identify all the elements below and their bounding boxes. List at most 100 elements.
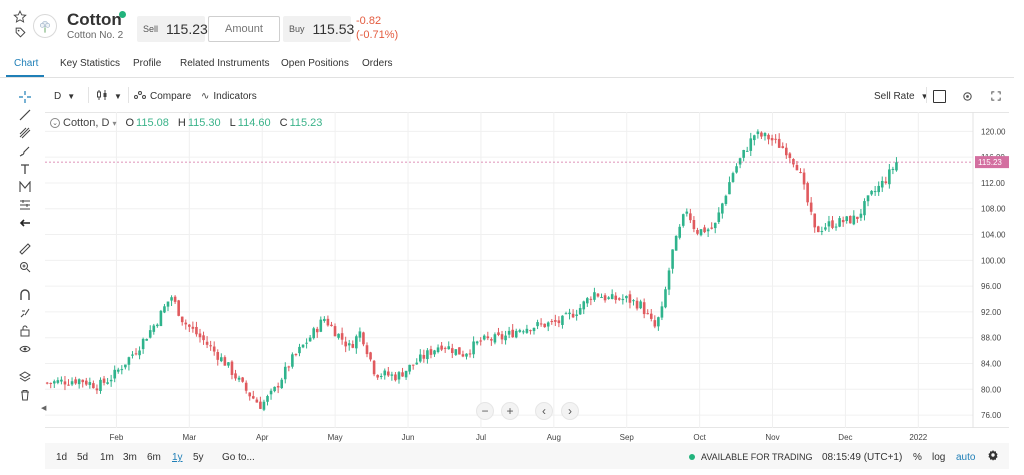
- candle-up: [283, 366, 287, 380]
- candle-up: [600, 296, 603, 298]
- chart-area[interactable]: [45, 112, 1009, 428]
- candle-up: [273, 386, 276, 392]
- range-1m[interactable]: 1m: [100, 452, 114, 463]
- ruler-icon[interactable]: [18, 242, 32, 256]
- candle-up: [465, 353, 468, 357]
- trendline-icon[interactable]: [18, 108, 32, 122]
- eye-icon[interactable]: [18, 342, 32, 356]
- auto-scale-toggle[interactable]: auto: [956, 452, 976, 463]
- clock[interactable]: 08:15:49 (UTC+1): [822, 452, 903, 463]
- brush-icon[interactable]: [18, 144, 32, 158]
- buy-button[interactable]: Buy 115.53: [283, 16, 354, 42]
- candle-down: [440, 345, 443, 350]
- zoom-in-icon[interactable]: [18, 260, 32, 274]
- pane-collapse-icon[interactable]: ◀: [41, 405, 47, 412]
- lock-draw-icon[interactable]: [18, 306, 32, 320]
- x-tick-label: Sep: [620, 433, 635, 442]
- tab-key-statistics[interactable]: Key Statistics: [60, 58, 121, 69]
- rate-selector[interactable]: Sell Rate ▼: [874, 89, 929, 103]
- candle-up: [586, 298, 589, 304]
- candle-up: [383, 370, 387, 376]
- chart-type-selector[interactable]: ▼: [96, 89, 122, 103]
- candle-down: [251, 396, 255, 399]
- fib-icon[interactable]: [18, 126, 32, 140]
- candle-down: [841, 219, 845, 223]
- range-5y[interactable]: 5y: [193, 452, 204, 463]
- zoom-in-button[interactable]: +: [501, 402, 519, 420]
- lock-icon[interactable]: [18, 324, 32, 338]
- tab-profile[interactable]: Profile: [133, 58, 162, 69]
- x-tick-label: Aug: [547, 433, 561, 442]
- settings-icon[interactable]: [962, 89, 973, 103]
- trading-status: AVAILABLE FOR TRADING: [689, 452, 813, 462]
- range-3m[interactable]: 3m: [123, 452, 137, 463]
- scroll-left-button[interactable]: ‹: [535, 402, 553, 420]
- candle-down: [497, 332, 500, 335]
- candle-down: [276, 386, 280, 388]
- tab-related-instruments[interactable]: Related Instruments: [180, 58, 270, 69]
- candle-down: [387, 371, 390, 376]
- tab-orders[interactable]: Orders: [362, 58, 393, 69]
- back-arrow-icon[interactable]: [18, 216, 32, 230]
- sell-button[interactable]: Sell 115.23: [137, 16, 208, 42]
- crosshair-icon[interactable]: [18, 90, 32, 104]
- settings-icon[interactable]: [987, 449, 999, 464]
- zoom-out-button[interactable]: −: [476, 402, 494, 420]
- tag-icon[interactable]: [12, 24, 28, 40]
- candle-up: [536, 322, 539, 327]
- candle-up: [578, 308, 582, 315]
- candle-up: [60, 379, 63, 382]
- candle-up: [859, 213, 863, 218]
- magnet-icon[interactable]: [18, 288, 32, 302]
- tab-open-positions[interactable]: Open Positions: [281, 58, 349, 69]
- scroll-right-button[interactable]: ›: [561, 402, 579, 420]
- candle-down: [550, 321, 554, 323]
- candle-up: [735, 166, 738, 173]
- range-5d[interactable]: 5d: [77, 452, 89, 463]
- candle-down: [543, 323, 546, 328]
- percent-scale-toggle[interactable]: %: [913, 452, 922, 463]
- interval-selector[interactable]: D ▼: [54, 89, 75, 103]
- candle-up: [70, 381, 74, 385]
- pattern-icon[interactable]: [18, 180, 32, 194]
- price-chart[interactable]: 120.00116.00112.00108.00104.00100.0096.0…: [45, 112, 1009, 428]
- candle-down: [205, 341, 209, 345]
- candle-down: [628, 294, 632, 303]
- instrument-subtitle: Cotton No. 2: [67, 30, 124, 41]
- candle-up: [728, 182, 731, 195]
- tab-chart[interactable]: Chart: [14, 58, 39, 69]
- candle-down: [653, 320, 657, 327]
- compare-button[interactable]: Compare: [134, 89, 191, 103]
- layers-icon[interactable]: [18, 370, 32, 384]
- fullscreen-toggle[interactable]: [933, 89, 946, 103]
- candle-down: [223, 357, 227, 366]
- y-tick-label: 112.00: [981, 179, 1005, 188]
- measure-icon[interactable]: [18, 198, 32, 212]
- indicators-button[interactable]: ∿ Indicators: [201, 89, 257, 103]
- last-price-tag: [975, 156, 1009, 169]
- amount-input[interactable]: [208, 16, 280, 42]
- log-scale-toggle[interactable]: log: [932, 452, 946, 463]
- candle-up: [312, 328, 315, 339]
- range-6m[interactable]: 6m: [147, 452, 161, 463]
- y-tick-label: 104.00: [981, 231, 1006, 240]
- candle-down: [777, 138, 781, 148]
- candle-up: [863, 201, 866, 216]
- text-icon[interactable]: [18, 162, 32, 176]
- x-tick-label: Oct: [693, 433, 706, 442]
- candle-down: [884, 181, 888, 184]
- collapse-legend-icon[interactable]: ⌄: [50, 118, 60, 128]
- trash-icon[interactable]: [18, 388, 32, 402]
- star-icon[interactable]: [12, 9, 28, 25]
- range-1d[interactable]: 1d: [56, 452, 68, 463]
- candle-up: [390, 374, 394, 376]
- candle-up: [838, 218, 841, 227]
- range-1y[interactable]: 1y: [172, 452, 183, 463]
- goto-date-button[interactable]: Go to...: [222, 452, 255, 463]
- candle-down: [67, 384, 70, 386]
- fullscreen-icon[interactable]: [991, 89, 1001, 103]
- candle-up: [227, 362, 230, 366]
- candle-down: [603, 295, 607, 301]
